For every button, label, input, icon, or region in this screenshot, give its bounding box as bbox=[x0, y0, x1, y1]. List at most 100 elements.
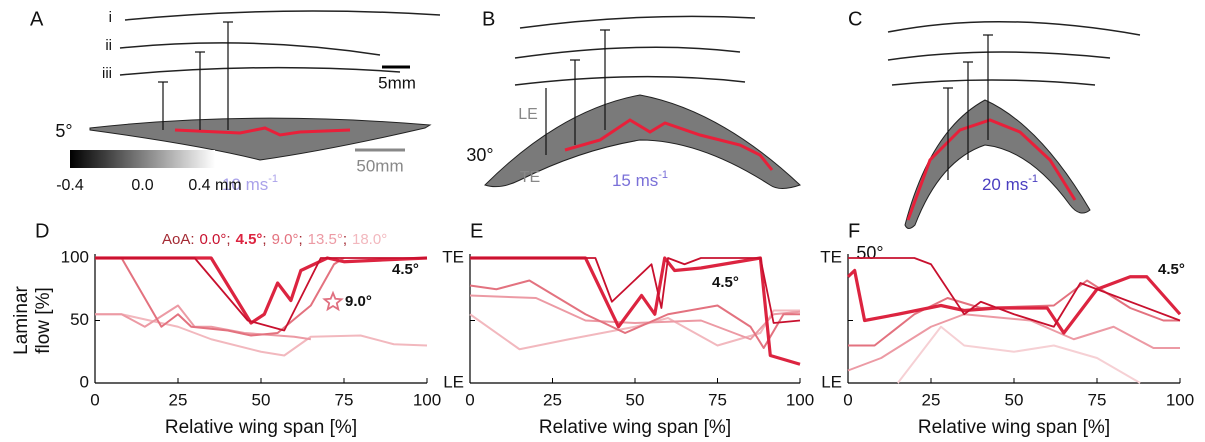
angle-label: 30° bbox=[466, 145, 493, 165]
x-tick-label: 25 bbox=[543, 390, 562, 409]
x-tick-label: 100 bbox=[1166, 390, 1194, 409]
panel-label: C bbox=[848, 8, 862, 30]
laminar-boundary bbox=[174, 126, 351, 137]
legend-title: AoA: bbox=[162, 231, 195, 248]
y-tick-label: 100 bbox=[61, 247, 89, 266]
series-line bbox=[470, 256, 801, 366]
panel-label: F bbox=[848, 220, 860, 242]
x-axis-label: Relative wing span [%] bbox=[918, 417, 1110, 438]
series-line bbox=[847, 313, 1180, 372]
series-line bbox=[469, 294, 801, 341]
series-line bbox=[95, 257, 427, 332]
annotation: 4.5° bbox=[1158, 261, 1185, 278]
x-tick-label: 50 bbox=[252, 390, 271, 409]
trace-label: ii bbox=[105, 37, 112, 54]
scale-label: 5mm bbox=[378, 73, 416, 92]
legend-separator: ; bbox=[298, 231, 302, 248]
profile-trace bbox=[514, 46, 741, 59]
colorbar-tick-label: -0.4 bbox=[56, 177, 84, 194]
x-axis-label: Relative wing span [%] bbox=[539, 417, 731, 438]
x-axis-label: Relative wing span [%] bbox=[165, 417, 357, 438]
profile-trace bbox=[887, 51, 1111, 61]
speed: 15 ms bbox=[612, 171, 658, 190]
speed: 10 ms bbox=[222, 175, 268, 194]
series-line bbox=[95, 304, 311, 341]
edge-label: LE bbox=[518, 106, 538, 123]
x-tick-label: 0 bbox=[90, 390, 99, 409]
x-tick-label: 0 bbox=[843, 390, 852, 409]
x-tick-label: 50 bbox=[1005, 390, 1024, 409]
profile-trace bbox=[514, 75, 746, 86]
speed-label: 15 ms-1 bbox=[612, 169, 668, 191]
series-line bbox=[469, 279, 800, 349]
trace-label: i bbox=[109, 9, 112, 26]
scale-label: 50mm bbox=[356, 156, 403, 175]
y-tick-label: 0 bbox=[80, 372, 89, 391]
colorbar-tick-label: 0.0 bbox=[131, 177, 153, 194]
panel-label: E bbox=[470, 220, 483, 242]
y-tick-label: TE bbox=[442, 247, 464, 266]
y-tick-label: LE bbox=[821, 372, 842, 391]
laminar-boundary bbox=[564, 118, 774, 171]
trace-label: iii bbox=[102, 65, 112, 82]
profile-trace bbox=[124, 10, 441, 21]
legend-separator: ; bbox=[226, 231, 230, 248]
profile-trace bbox=[519, 15, 756, 29]
x-tick-label: 25 bbox=[169, 390, 188, 409]
legend-entry: 0.0° bbox=[200, 231, 227, 248]
series-line bbox=[469, 309, 800, 351]
legend: AoA: 0.0°; 4.5°; 9.0°; 13.5°; 18.0° bbox=[162, 231, 387, 248]
panel-label: B bbox=[482, 8, 495, 30]
legend-entry: 13.5° bbox=[308, 231, 343, 248]
legend-separator: ; bbox=[262, 231, 266, 248]
wing-image bbox=[484, 94, 801, 189]
y-tick-label: TE bbox=[820, 247, 842, 266]
annotation: 9.0° bbox=[345, 293, 372, 310]
annotation: 4.5° bbox=[712, 274, 739, 291]
series-line bbox=[897, 325, 1141, 384]
section-lines bbox=[545, 29, 610, 155]
panel-c: C 50° 20 ms-1 bbox=[848, 8, 1141, 263]
series-line bbox=[95, 256, 428, 325]
y-axis-label: Laminar bbox=[11, 286, 32, 355]
x-tick-label: 25 bbox=[922, 390, 941, 409]
colorbar bbox=[70, 150, 215, 168]
x-tick-label: 50 bbox=[626, 390, 645, 409]
x-tick-label: 75 bbox=[335, 390, 354, 409]
series-line bbox=[848, 257, 1181, 328]
profile-trace bbox=[891, 79, 1096, 86]
speed-exponent: -1 bbox=[268, 173, 278, 185]
legend-entry: 18.0° bbox=[352, 231, 387, 248]
speed-exponent: -1 bbox=[1028, 173, 1038, 185]
legend-entry: 4.5° bbox=[236, 231, 263, 248]
series-line bbox=[95, 313, 428, 357]
annotation: 4.5° bbox=[392, 261, 419, 278]
panel-label: D bbox=[35, 220, 49, 242]
annotation-star bbox=[322, 290, 344, 312]
panel-a: A i ii iii 5mm 50mm 5° 10 ms-1 bbox=[30, 8, 441, 195]
speed-label: 10 ms-1 bbox=[222, 173, 278, 195]
y-tick-label: LE bbox=[443, 372, 464, 391]
y-tick-label: 50 bbox=[70, 310, 89, 329]
speed-exponent: -1 bbox=[658, 169, 668, 181]
laminar-boundary bbox=[906, 118, 1077, 221]
panel-label: A bbox=[30, 8, 44, 30]
legend-separator: ; bbox=[343, 231, 347, 248]
speed: 20 ms bbox=[982, 175, 1028, 194]
profile-trace bbox=[119, 66, 401, 76]
panel-b: B LE TE 30° 15 ms-1 bbox=[466, 8, 801, 191]
profile-trace bbox=[887, 20, 1141, 36]
angle-label: 50° bbox=[856, 243, 883, 263]
edge-label: TE bbox=[520, 169, 540, 186]
colorbar-tick-label: 0.4 mm bbox=[188, 177, 241, 194]
speed-label: 20 ms-1 bbox=[982, 173, 1038, 195]
series-line bbox=[95, 257, 345, 337]
wing-image bbox=[904, 99, 1091, 229]
series-line bbox=[470, 257, 801, 324]
x-tick-label: 100 bbox=[786, 390, 814, 409]
angle-label: 5° bbox=[55, 121, 72, 141]
y-axis-label: flow [%] bbox=[33, 287, 54, 354]
section-lines bbox=[943, 34, 993, 180]
legend-entry: 9.0° bbox=[272, 231, 299, 248]
